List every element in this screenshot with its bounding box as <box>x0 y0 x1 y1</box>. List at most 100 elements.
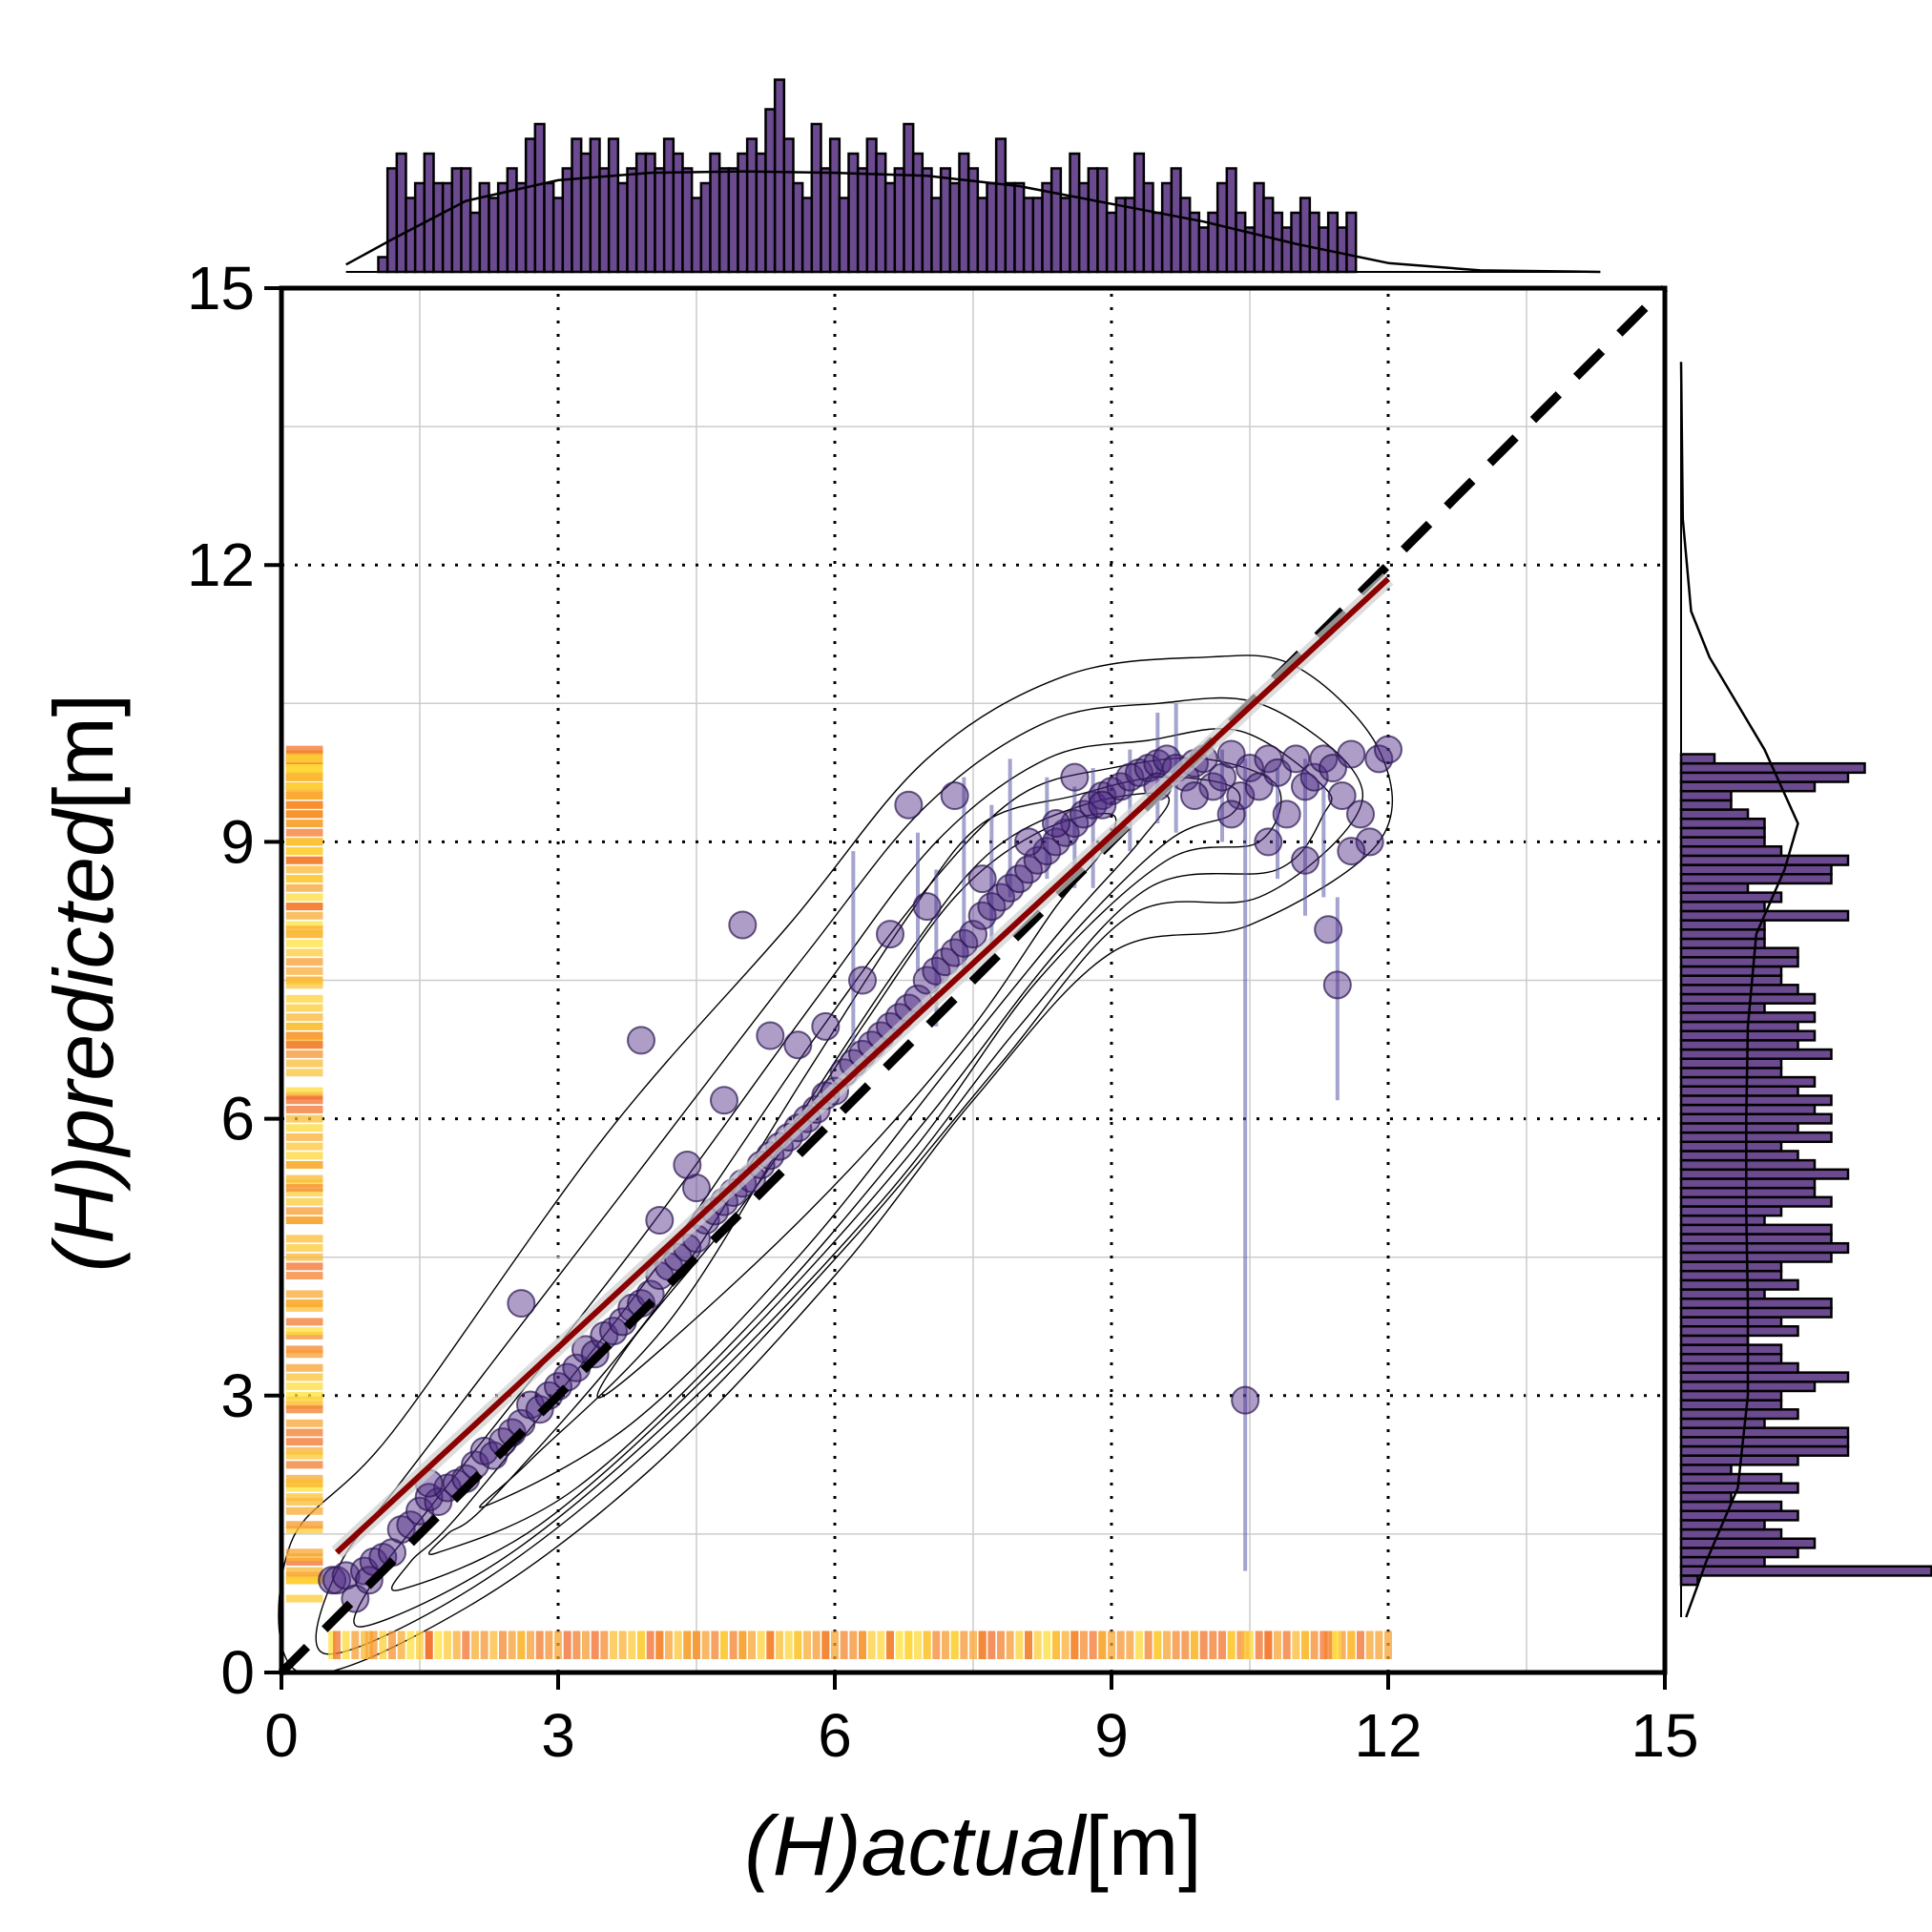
y-rug-tick <box>285 1253 323 1261</box>
right-hist-bar <box>1679 1417 1766 1429</box>
top-hist-bar <box>1096 167 1109 274</box>
x-rug-tick <box>1025 1631 1032 1659</box>
data-point <box>940 781 969 811</box>
right-hist-bar <box>1679 873 1833 885</box>
top-hist-bar <box>1087 167 1099 274</box>
y-rug-tick <box>285 994 323 1003</box>
data-point <box>967 864 997 894</box>
top-hist-bar <box>506 167 518 274</box>
x-rug-tick <box>701 1631 710 1659</box>
x-rug-tick <box>1181 1631 1190 1659</box>
rug-strips <box>285 745 1392 1659</box>
regression-line <box>334 576 1391 1555</box>
x-rug-tick <box>1218 1631 1226 1659</box>
y-rug-tick <box>285 1567 323 1575</box>
y-rug-tick <box>285 800 323 809</box>
y-rug-tick <box>285 1013 323 1022</box>
data-point <box>1322 970 1352 1000</box>
right-hist-bar <box>1679 1297 1833 1310</box>
right-hist-bar <box>1679 1371 1850 1383</box>
x-rug-tick <box>328 1631 337 1659</box>
top-hist-bar <box>773 78 786 274</box>
y-rug-tick <box>285 745 323 754</box>
top-hist-bar <box>1253 181 1265 274</box>
x-rug-tick <box>591 1631 599 1659</box>
y-rug-tick <box>285 981 323 989</box>
top-hist-bar <box>994 137 1008 274</box>
top-hist-bar <box>654 167 666 274</box>
top-hist-bar <box>800 197 814 274</box>
y-rug-tick <box>285 1331 323 1340</box>
x-rug-tick <box>1116 1631 1125 1659</box>
x-rug-tick <box>480 1631 488 1659</box>
y-rug-tick <box>285 1571 323 1580</box>
x-rug-tick <box>397 1631 405 1659</box>
top-hist-bar <box>847 152 860 274</box>
top-hist-bar <box>1280 226 1293 274</box>
x-rug-tick <box>545 1631 553 1659</box>
data-point <box>405 1496 434 1526</box>
x-rug-tick <box>1108 1631 1115 1659</box>
right-hist-bar <box>1679 1057 1783 1070</box>
top-hist-bar <box>662 137 675 274</box>
y-rug-tick <box>285 1272 323 1280</box>
residual-band <box>1128 749 1132 852</box>
x-rug-tick <box>904 1631 913 1659</box>
top-hist-bar <box>930 197 943 274</box>
y-rug-tick <box>285 1373 323 1381</box>
top-hist-bar <box>1004 181 1016 274</box>
y-tick-label: 15 <box>187 254 255 322</box>
x-rug-tick <box>665 1631 673 1659</box>
right-hist-bar <box>1679 826 1766 839</box>
y-rug-tick <box>285 1479 323 1487</box>
x-rug-tick <box>1384 1631 1392 1659</box>
top-hist-bar <box>385 167 399 274</box>
x-rug-tick <box>517 1631 526 1659</box>
x-rug-tick <box>444 1631 451 1659</box>
y-rug-tick <box>285 865 323 874</box>
top-hist-bar <box>838 197 850 274</box>
x-rug-tick <box>766 1631 775 1659</box>
y-rug-tick <box>285 1401 323 1409</box>
right-hist-bar <box>1679 956 1799 968</box>
x-rug-tick <box>342 1631 350 1659</box>
x-rug-tick <box>849 1631 858 1659</box>
density-contour <box>278 654 1394 1675</box>
top-hist-bar <box>1059 197 1071 274</box>
top-hist-bar <box>1271 211 1284 274</box>
y-rug-tick <box>285 1036 323 1045</box>
right-hist-bar <box>1679 1482 1799 1494</box>
y-rug-tick <box>285 1350 323 1359</box>
x-rug-tick <box>1365 1631 1374 1659</box>
top-hist-bar <box>727 167 739 274</box>
x-rug-tick <box>600 1631 609 1659</box>
right-hist-bar <box>1679 992 1817 1005</box>
x-rug-tick <box>527 1631 534 1659</box>
y-rug-tick <box>285 847 323 856</box>
right-hist-bar <box>1679 1269 1783 1282</box>
right-hist-bar <box>1679 1444 1850 1457</box>
top-hist-bar <box>1235 211 1247 274</box>
x-rug-tick <box>462 1631 470 1659</box>
right-hist-bar <box>1679 1223 1833 1236</box>
y-rug-tick <box>285 1396 323 1404</box>
x-rug-tick <box>942 1631 949 1659</box>
right-hist-bar <box>1679 1464 1733 1476</box>
x-tick-label: 0 <box>264 1701 299 1770</box>
y-rug-tick <box>285 1498 323 1506</box>
plot-frame <box>279 285 1668 1675</box>
x-rug-tick <box>683 1631 692 1659</box>
right-hist-bar <box>1679 1278 1799 1291</box>
right-hist-bar <box>1679 1150 1799 1162</box>
x-rug-tick <box>794 1631 802 1659</box>
right-hist-bar <box>1679 1509 1799 1522</box>
top-hist-bar <box>856 167 869 274</box>
y-rug-tick <box>285 1244 323 1253</box>
right-hist-bar <box>1679 1002 1766 1014</box>
x-rug-tick <box>471 1631 479 1659</box>
top-hist-bar <box>626 167 638 274</box>
x-rug-tick <box>1282 1631 1291 1659</box>
residual-band <box>1303 758 1307 916</box>
x-tick-label: 9 <box>1094 1701 1129 1770</box>
x-rug-tick <box>1033 1631 1042 1659</box>
